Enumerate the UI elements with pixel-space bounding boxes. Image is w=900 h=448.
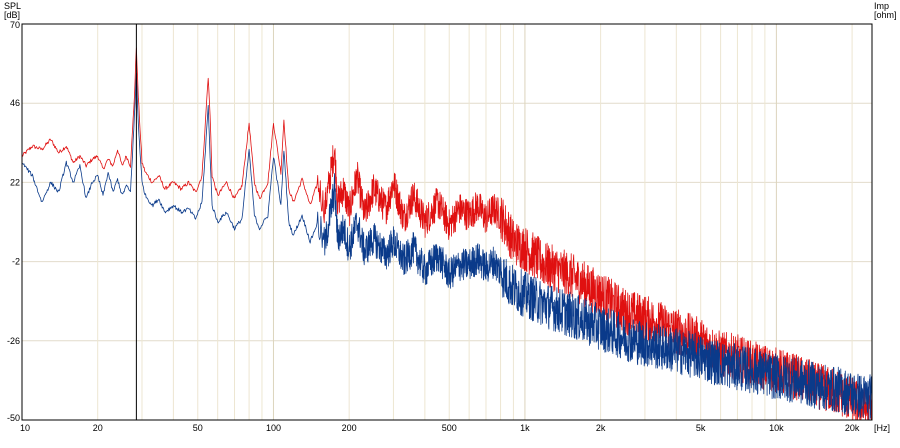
- grid: [21, 23, 872, 421]
- x-tick-label: 2k: [596, 423, 606, 433]
- x-tick-label: 100: [266, 423, 281, 433]
- plot-frame: [21, 23, 873, 421]
- x-tick-labels: 10 20 50 100 200 500 1k 2k 5k 10k 20k: [20, 423, 860, 433]
- y-tick-labels: 70 46 22 -2 -26 -50: [7, 20, 20, 423]
- y-tick-label: 46: [10, 98, 20, 108]
- y-tick-label: -50: [7, 413, 20, 423]
- right-axis-label-line1: Imp: [874, 1, 889, 11]
- x-tick-label: 10: [20, 423, 30, 433]
- series-line-blue: [21, 72, 873, 420]
- left-axis-label-line2: [dB]: [4, 10, 20, 20]
- x-tick-label: 1k: [520, 423, 530, 433]
- right-axis-label-line2: [ohm]: [874, 10, 897, 20]
- x-tick-label: 200: [342, 423, 357, 433]
- x-tick-label: 500: [442, 423, 457, 433]
- y-tick-label: 70: [10, 20, 20, 30]
- x-tick-label: 20: [93, 423, 103, 433]
- x-tick-label: 5k: [696, 423, 706, 433]
- y-tick-label: 22: [10, 177, 20, 187]
- x-axis-unit: [Hz]: [874, 423, 890, 433]
- series-layer: [21, 47, 873, 421]
- x-tick-label: 10k: [769, 423, 784, 433]
- left-axis-label-line1: SPL: [4, 1, 21, 11]
- y-tick-label: -26: [7, 336, 20, 346]
- x-tick-label: 50: [193, 423, 203, 433]
- x-tick-label: 20k: [845, 423, 860, 433]
- y-tick-label: -2: [12, 257, 20, 267]
